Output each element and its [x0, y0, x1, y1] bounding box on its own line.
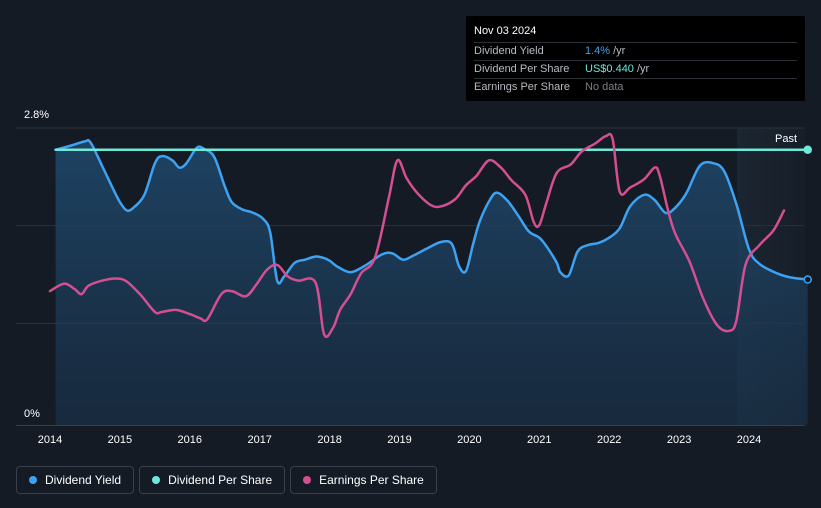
x-tick-label: 2019 — [387, 434, 411, 446]
tooltip-value: 1.4% — [585, 45, 611, 57]
end-markers — [803, 145, 812, 284]
tooltip-label: Dividend Per Share — [474, 63, 570, 75]
legend-item-dividend-yield[interactable]: Dividend Yield — [16, 466, 135, 494]
x-tick-label: 2020 — [457, 434, 481, 446]
legend-item-dividend-per-share[interactable]: Dividend Per Share — [139, 466, 286, 494]
end-marker-dividend-yield — [803, 275, 812, 284]
tooltip: Nov 03 2024 Dividend Yield 1.4% /yr Divi… — [466, 16, 805, 101]
x-tick-label: 2017 — [247, 434, 271, 446]
y-tick-label: 2.8% — [24, 109, 49, 121]
tooltip-row-dividend-yield: Dividend Yield 1.4% /yr — [474, 43, 797, 61]
y-tick-label: 0% — [24, 408, 40, 420]
legend-label: Dividend Per Share — [168, 473, 273, 487]
x-tick-label: 2021 — [527, 434, 551, 446]
x-tick-label: 2016 — [178, 434, 202, 446]
x-tick-label: 2022 — [597, 434, 621, 446]
tooltip-value: No data — [585, 81, 624, 93]
x-axis: 2014 2015 2016 2017 2018 2019 2020 2021 2022 2023… — [38, 434, 761, 446]
legend-item-earnings-per-share[interactable]: Earnings Per Share — [290, 466, 437, 494]
legend-dot-icon — [303, 476, 312, 484]
past-label: Past — [775, 133, 797, 145]
legend-label: Earnings Per Share — [319, 473, 424, 487]
tooltip-row-earnings-per-share: Earnings Per Share No data — [474, 79, 797, 96]
x-tick-label: 2024 — [737, 434, 761, 446]
tooltip-row-dividend-per-share: Dividend Per Share US$0.440 /yr — [474, 61, 797, 79]
x-tick-label: 2015 — [108, 434, 132, 446]
dividend-yield-area — [55, 140, 808, 425]
series-lines — [48, 132, 809, 338]
tooltip-label: Earnings Per Share — [474, 81, 570, 93]
tooltip-label: Dividend Yield — [474, 45, 544, 57]
tooltip-date: Nov 03 2024 — [474, 24, 797, 43]
tooltip-unit: /yr — [636, 63, 650, 75]
legend: Dividend Yield Dividend Per Share Earnin… — [16, 466, 437, 494]
legend-label: Dividend Yield — [45, 473, 122, 487]
x-tick-label: 2023 — [667, 434, 691, 446]
x-tick-label: 2014 — [38, 434, 62, 446]
tooltip-unit: /yr — [613, 45, 626, 57]
series-line-dividend-yield — [54, 138, 809, 285]
end-marker-dividend-per-share — [803, 145, 812, 155]
series-line-earnings-per-share — [48, 132, 786, 338]
legend-dot-icon — [152, 476, 161, 484]
tooltip-value: US$0.440 — [585, 63, 634, 75]
y-axis: 2.8% 0% — [24, 109, 49, 420]
legend-dot-icon — [29, 476, 37, 484]
x-tick-label: 2018 — [317, 434, 341, 446]
